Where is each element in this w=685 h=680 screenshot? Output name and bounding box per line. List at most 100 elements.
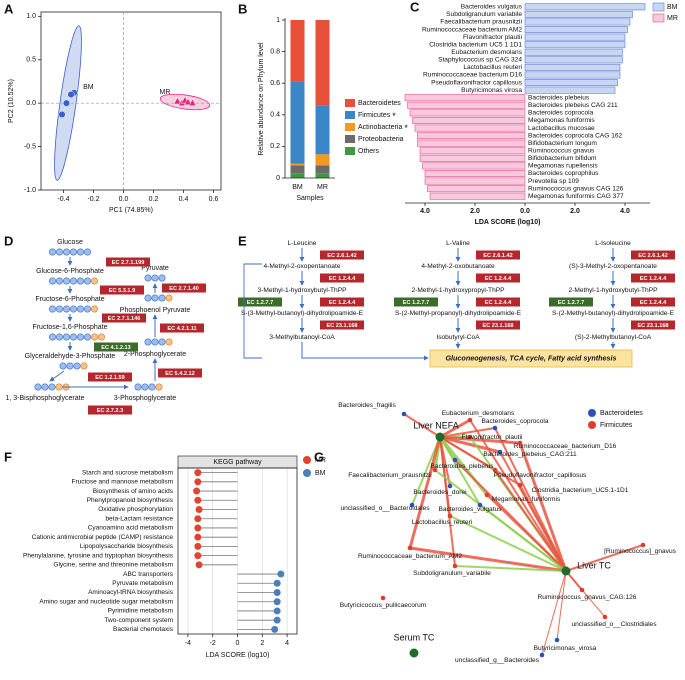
category-label: Cyanoamino acid metabolism xyxy=(88,525,173,532)
network-node xyxy=(477,502,483,508)
phosphate-icon xyxy=(80,362,88,370)
enzyme-box xyxy=(320,320,364,330)
x-tick-label: 0.6 xyxy=(209,196,219,203)
node-label: Pseudoflavonifractor_capillosus xyxy=(494,472,587,479)
atom-icon xyxy=(151,274,159,282)
compound: 2-Methyl-1-hydroxypropyl-ThPP xyxy=(411,287,505,294)
atom-icon xyxy=(158,274,166,282)
enzyme-box xyxy=(88,405,132,415)
atom-icon xyxy=(151,338,159,346)
phosphate-icon xyxy=(98,333,106,341)
bar-segment xyxy=(315,154,330,166)
x-tick-label: BM xyxy=(292,184,303,191)
category-label: Staphylococcus sp CAG 324 xyxy=(438,57,522,64)
node-label: Eubacterium_desmolans xyxy=(442,410,515,417)
dot xyxy=(273,598,281,606)
atom-icon xyxy=(77,333,85,341)
enzyme-box xyxy=(238,297,282,307)
category-label: Ruminococcaceae bacterium D16 xyxy=(423,72,522,79)
atom-icon xyxy=(66,362,74,370)
network-node xyxy=(497,449,503,455)
metabolite: Fructose-6-Phosphate xyxy=(35,296,104,303)
category-label: Pyruvate metabolism xyxy=(112,580,173,587)
category-label: Cationic antimicrobial peptide (CAMP) re… xyxy=(32,534,174,541)
node-label: Butyricicoccus_pullicaecorum xyxy=(340,602,427,609)
node-label: Bacteroides_plebeius_CAG:211 xyxy=(483,451,577,458)
atom-icon xyxy=(144,274,152,282)
network-node xyxy=(517,440,523,446)
bar-segment xyxy=(290,20,305,82)
atom-icon xyxy=(70,305,78,313)
bar-segment xyxy=(290,173,305,178)
panel-letter: G xyxy=(314,449,324,464)
atom-icon xyxy=(55,305,63,313)
category-label: Ruminococcaceae bacterium AM2 xyxy=(422,26,522,33)
x-tick-label: 0.4 xyxy=(179,196,189,203)
enzyme-label: EC 5.3.1.9 xyxy=(109,288,135,294)
enzyme-label: EC 2.6.1.42 xyxy=(638,253,668,259)
bar xyxy=(524,63,621,71)
node-label: Bacteroides_coprocola xyxy=(481,418,548,425)
hub-node xyxy=(435,432,445,442)
enzyme-box xyxy=(320,297,364,307)
legend-annotation: * xyxy=(404,123,408,133)
compound: S-(2-Methyl-propanoyl)-dihydrolipoamide-… xyxy=(395,310,522,317)
enzyme-label: EC 1.2.7.7 xyxy=(247,300,273,306)
network-node xyxy=(602,614,608,620)
legend-label: BM xyxy=(667,4,678,11)
network-node xyxy=(640,542,646,548)
enzyme-label: EC 23.1.168 xyxy=(326,323,357,329)
atom-icon xyxy=(134,383,142,391)
category-label: Prevotella sp 109 xyxy=(528,178,579,185)
enzyme-label: EC 23.1.168 xyxy=(637,323,668,329)
network-edge xyxy=(439,435,521,445)
bar xyxy=(524,56,623,64)
atom-icon xyxy=(148,383,156,391)
enzyme-label: EC 2.7.1.199 xyxy=(112,260,145,266)
atom-icon xyxy=(77,248,85,256)
network-edge xyxy=(494,469,567,572)
atom-icon xyxy=(158,294,166,302)
network-node xyxy=(447,513,453,519)
legend-label: Firmicutes xyxy=(358,112,391,119)
compound: S-(2-Methyl-butanoyl)-dihydrolipoamide-E xyxy=(552,310,675,317)
y-tick-label: -1.0 xyxy=(24,187,36,194)
metabolite: Pyruvate xyxy=(141,265,169,272)
legend-label: MR xyxy=(315,457,326,464)
enzyme-box xyxy=(320,250,364,260)
bar xyxy=(417,132,526,140)
network-node xyxy=(492,425,498,431)
network-node xyxy=(467,417,473,423)
node-label: unclassified_o__Clostridiales xyxy=(571,621,657,628)
atom-icon xyxy=(84,248,92,256)
category-label: beta-Lactam resistance xyxy=(105,515,173,522)
enzyme-label: EC 1.2.4.4 xyxy=(640,276,667,282)
compound: 4-Methyl-2-oxobutanoate xyxy=(421,263,495,270)
x-tick-label: MR xyxy=(317,184,328,191)
atom-icon xyxy=(48,305,56,313)
legend-label: MR xyxy=(667,15,678,22)
bar xyxy=(424,169,526,177)
plot-frame xyxy=(177,467,298,635)
network-edge xyxy=(408,436,442,549)
atom-icon xyxy=(84,277,92,285)
bar-segment xyxy=(290,163,305,166)
group-label: BM xyxy=(83,84,94,91)
atom-icon xyxy=(62,305,70,313)
network-edge xyxy=(454,565,567,572)
network-edge xyxy=(439,418,471,439)
panel-letter: B xyxy=(238,1,247,16)
node-label: Faecalibacterium_prausnitzii xyxy=(348,472,432,479)
enzyme-box xyxy=(394,297,438,307)
category-label: Megamonas funiformis CAG 377 xyxy=(528,193,624,200)
axis-line xyxy=(284,18,335,179)
atom-icon xyxy=(144,338,152,346)
phosphate-icon xyxy=(91,277,99,285)
atom-icon xyxy=(59,362,67,370)
node-label: unclassified_o__Bacteroidales xyxy=(340,505,430,512)
metabolite: 1, 3-Bisphosphoglycerate xyxy=(6,395,85,402)
category-label: Ruminococcus gnavus CAG 126 xyxy=(528,185,624,192)
network-node xyxy=(554,637,560,643)
dot xyxy=(194,515,202,523)
category-label: Bifidobacterium longum xyxy=(528,140,597,147)
